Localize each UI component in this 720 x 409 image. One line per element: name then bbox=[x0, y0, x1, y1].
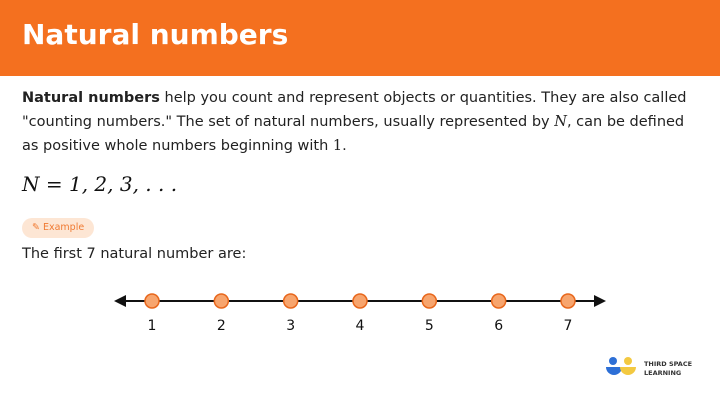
tick-label-3: 3 bbox=[286, 318, 295, 334]
logo-text: THIRD SPACE LEARNING bbox=[644, 360, 692, 378]
logo-line1: THIRD SPACE bbox=[644, 360, 693, 368]
intro-paragraph: Natural numbers help you count and repre… bbox=[22, 86, 702, 158]
left-arrow-icon bbox=[114, 295, 126, 307]
set-symbol: N bbox=[554, 114, 567, 130]
example-label: Example bbox=[42, 222, 85, 233]
one: 1 bbox=[332, 138, 343, 154]
logo-icon bbox=[606, 357, 636, 375]
tick-label-6: 6 bbox=[494, 318, 503, 334]
example-lead: The first 7 natural number are: bbox=[22, 246, 247, 262]
page-title: Natural numbers bbox=[22, 18, 289, 51]
point-5 bbox=[421, 293, 438, 309]
tick-label-7: 7 bbox=[564, 318, 573, 334]
intro-text: help you count and represent objects or … bbox=[22, 90, 687, 130]
point-4 bbox=[352, 293, 368, 309]
tick-label-5: 5 bbox=[425, 318, 434, 334]
point-2 bbox=[213, 293, 230, 309]
point-6 bbox=[490, 293, 507, 309]
header: Natural numbers bbox=[0, 0, 720, 76]
period: . bbox=[342, 138, 347, 154]
pencil-icon: ✎ bbox=[32, 222, 43, 233]
right-arrow-icon bbox=[594, 295, 606, 307]
logo-line2: LEARNING bbox=[644, 369, 682, 377]
point-7 bbox=[560, 293, 576, 309]
tick-label-4: 4 bbox=[356, 318, 365, 334]
tick-label-2: 2 bbox=[217, 318, 226, 334]
intro-text-2: , can be defined as positive whole numbe… bbox=[22, 114, 685, 154]
example-badge: ✎ Example bbox=[22, 218, 95, 238]
term: Natural numbers bbox=[22, 90, 160, 106]
formula: N = 1, 2, 3, . . . bbox=[22, 172, 178, 196]
point-3 bbox=[282, 293, 299, 309]
tick-label-1: 1 bbox=[148, 318, 157, 334]
point-1 bbox=[144, 293, 160, 309]
